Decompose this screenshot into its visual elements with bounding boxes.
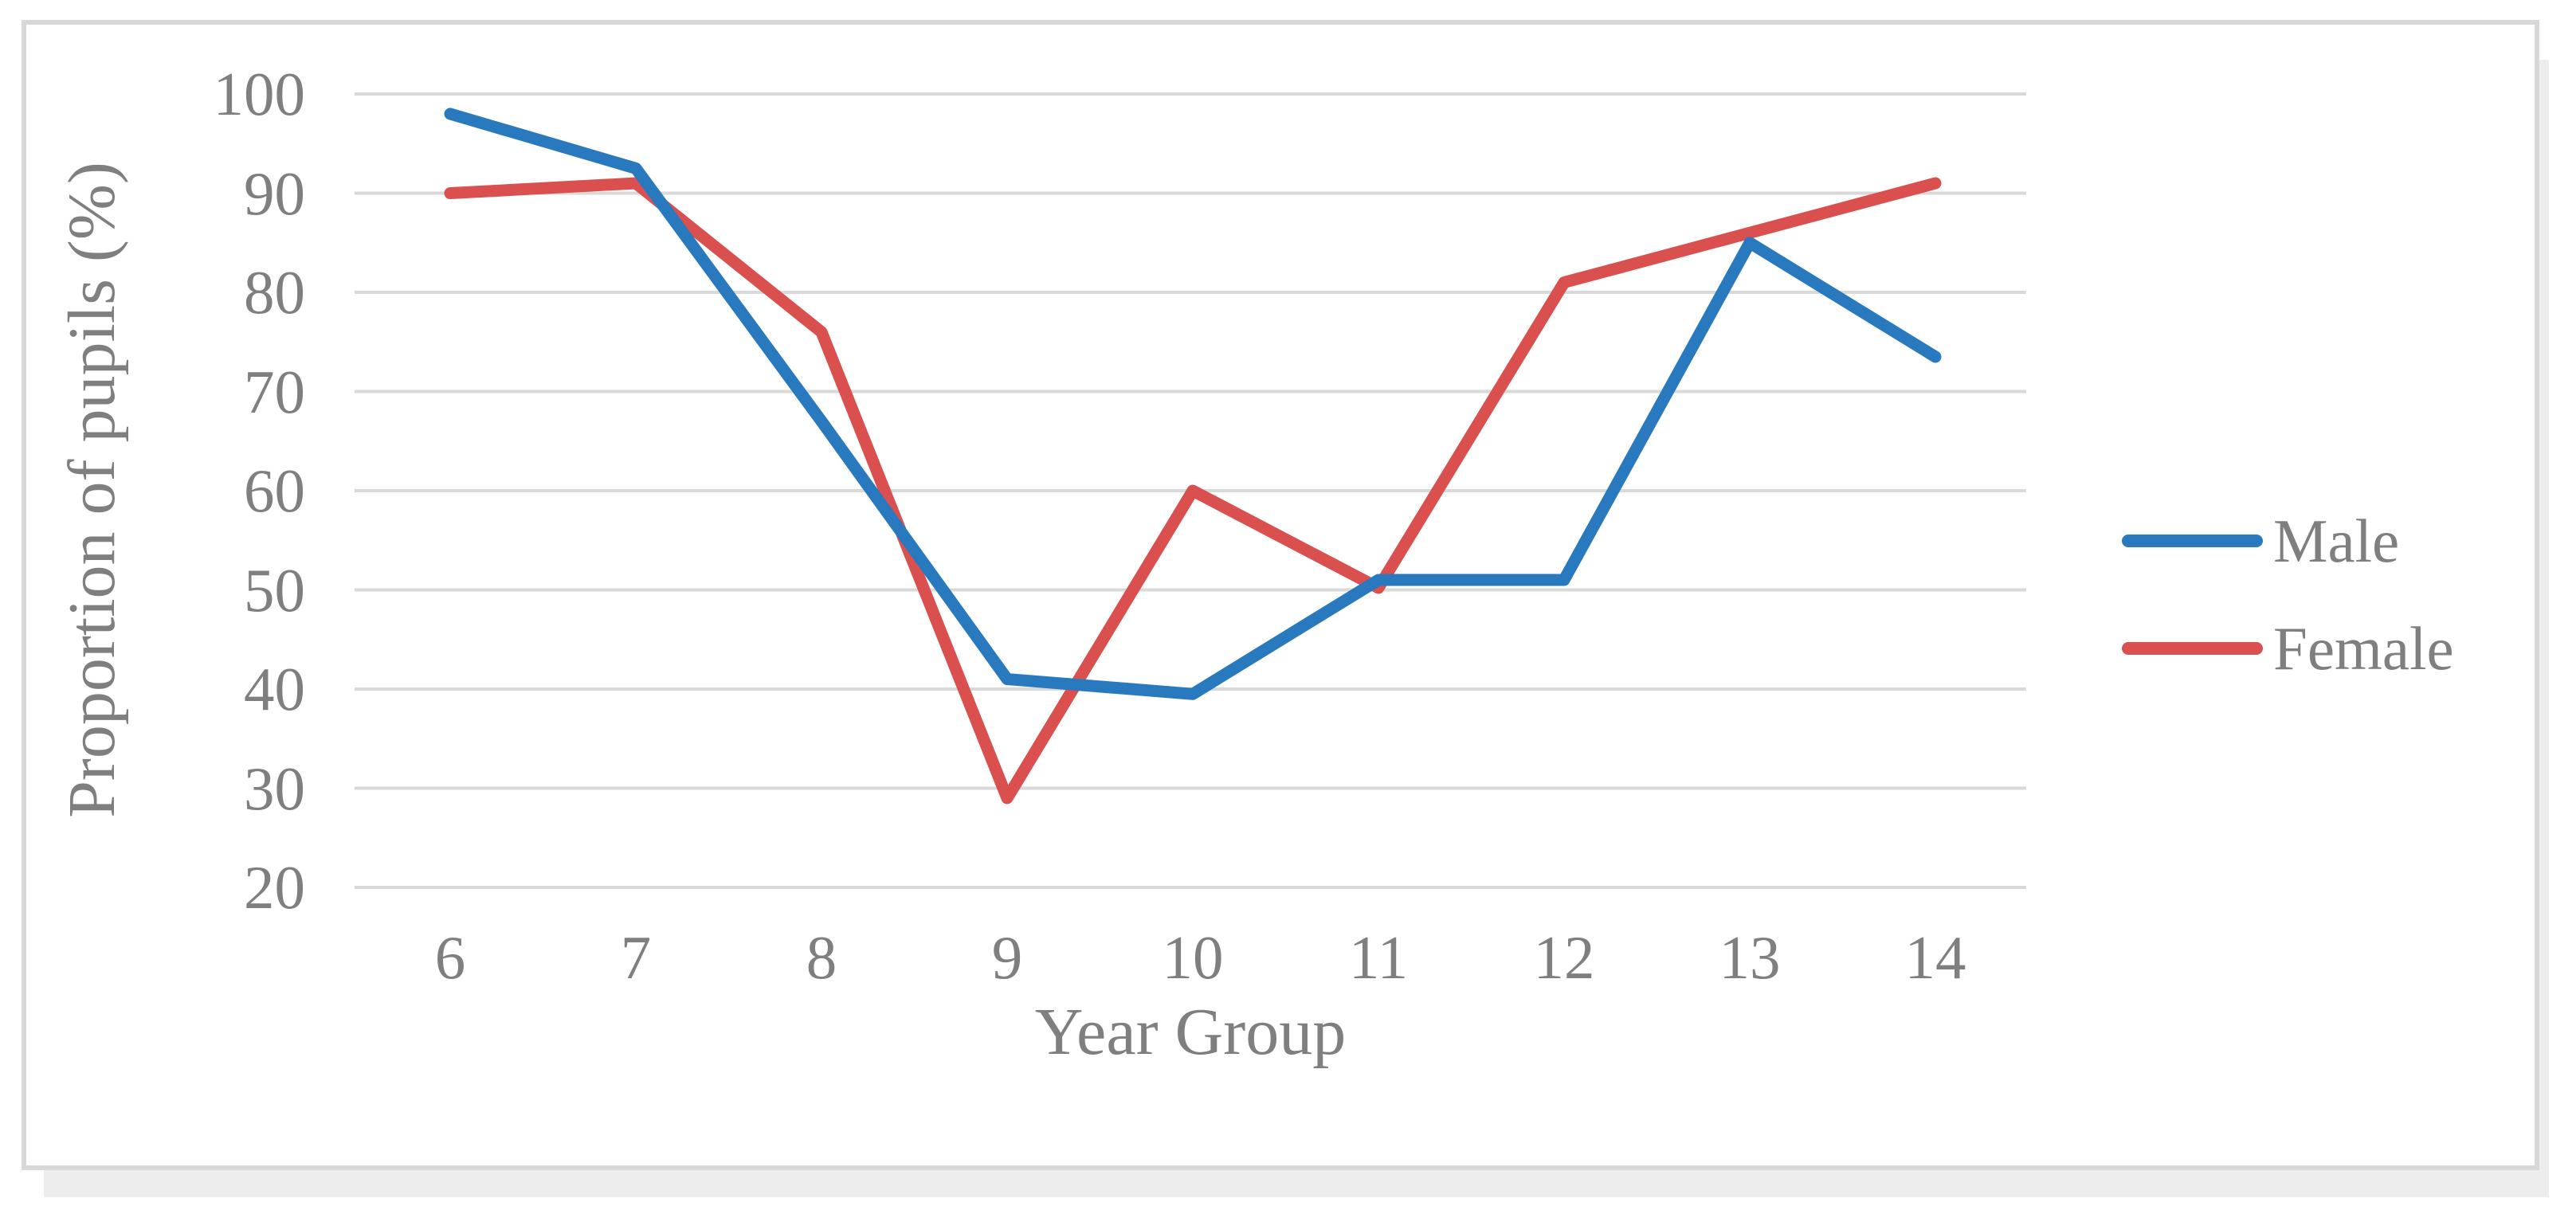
y-tick-label-90: 90: [244, 159, 305, 228]
legend-line-female: [2122, 642, 2263, 655]
series-line-female: [444, 177, 1942, 805]
x-axis-title: Year Group: [1034, 995, 1347, 1069]
x-tick-label-14: 14: [1904, 923, 1966, 992]
legend-label-female: Female: [2273, 614, 2454, 683]
legend-item-male: Male: [2122, 503, 2399, 579]
y-tick-label-50: 50: [244, 555, 305, 625]
y-axis-title: Proportion of pupils (%): [55, 162, 129, 818]
y-tick-label-60: 60: [244, 456, 305, 525]
y-tick-label-40: 40: [244, 655, 305, 723]
x-tick-label-9: 9: [991, 923, 1023, 992]
y-tick-label-80: 80: [244, 258, 305, 327]
x-tick-label-12: 12: [1533, 923, 1595, 992]
x-tick-label-7: 7: [620, 923, 652, 992]
legend-label-male: Male: [2273, 507, 2400, 575]
plot-area: [355, 92, 2026, 889]
legend-line-male: [2122, 535, 2263, 547]
x-tick-label-8: 8: [806, 923, 837, 992]
chart-figure: 100 90 80 70 60 50 40 30 20 6 7 8 9 10 11 12 13 14 Propo…: [22, 20, 2539, 1170]
x-tick-label-6: 6: [434, 923, 466, 992]
x-tick-label-11: 11: [1348, 923, 1409, 992]
x-tick-label-10: 10: [1162, 923, 1224, 992]
y-tick-label-20: 20: [244, 853, 305, 922]
legend-item-female: Female: [2122, 610, 2454, 687]
y-tick-label-70: 70: [244, 357, 305, 426]
y-tick-label-30: 30: [244, 754, 305, 823]
y-tick-label-100: 100: [213, 60, 306, 128]
x-tick-label-13: 13: [1719, 923, 1781, 992]
series-line-male: [444, 108, 1942, 700]
